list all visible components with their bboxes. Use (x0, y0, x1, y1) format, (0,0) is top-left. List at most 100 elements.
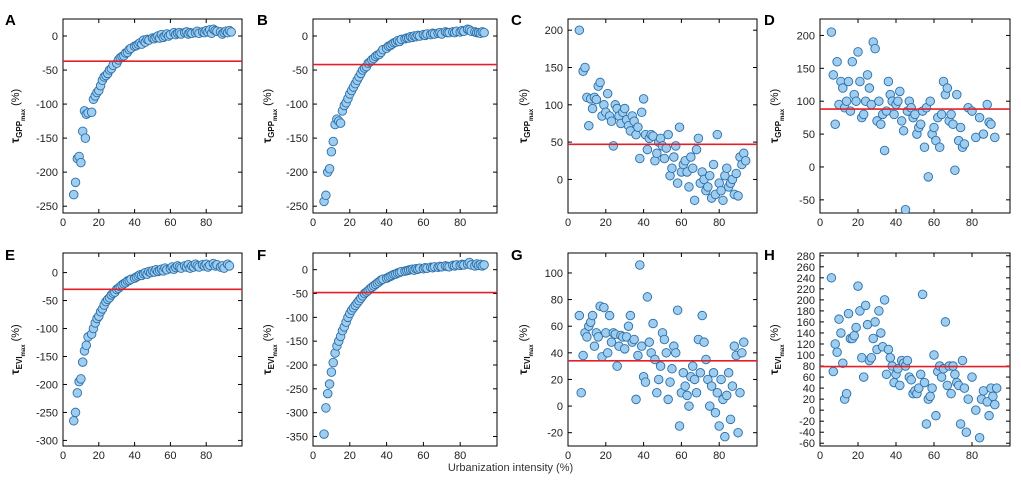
plot-frame (819, 18, 1011, 214)
data-point (319, 429, 329, 439)
data-point (684, 182, 694, 192)
data-point (687, 163, 698, 173)
x-tick-label: 60 (928, 450, 940, 462)
data-points (826, 273, 1002, 443)
data-point (722, 390, 732, 401)
y-tick-label: -250 (286, 201, 308, 213)
x-tick-label: 0 (60, 450, 66, 462)
y-tick-label: -350 (286, 431, 308, 443)
data-point (224, 261, 235, 271)
data-point (874, 96, 884, 106)
x-tick-label: 20 (344, 450, 356, 462)
data-point (635, 153, 645, 164)
panel-letter: F (257, 247, 266, 264)
y-tick-label: -40 (799, 427, 815, 439)
data-point (900, 204, 911, 213)
data-point (896, 116, 907, 126)
x-tick-label: 60 (675, 450, 687, 462)
data-point (705, 170, 715, 181)
x-tick-label: 20 (600, 450, 612, 462)
data-point (593, 332, 603, 342)
data-point (672, 178, 683, 188)
y-tick-label: -250 (36, 407, 58, 419)
data-point (701, 354, 711, 365)
data-point (68, 189, 79, 200)
panel-c: C 0 20 40 60 80 0 50 100 150 200 τGPPmax (%) (511, 12, 758, 229)
data-point (70, 407, 81, 418)
y-label-subsubscript: max (273, 344, 279, 357)
data-point (604, 310, 615, 321)
data-point (326, 367, 337, 377)
data-point (889, 109, 899, 120)
data-point (876, 328, 886, 338)
y-axis-label: τEVImax (%) (8, 324, 27, 374)
y-tick-label: -100 (286, 99, 308, 111)
plot-frame (567, 18, 758, 214)
y-label-symbol: τ (8, 369, 22, 375)
data-point (663, 129, 673, 140)
data-point (923, 172, 934, 182)
y-tick-label: -250 (286, 384, 308, 396)
data-point (876, 119, 886, 129)
data-point (689, 195, 700, 206)
data-point (725, 414, 736, 425)
data-point (735, 388, 745, 398)
data-point (335, 118, 346, 128)
y-tick-label: -100 (36, 324, 58, 336)
panel-letter: E (5, 247, 15, 264)
y-tick-label: 60 (803, 372, 815, 384)
data-point (642, 144, 653, 155)
data-point (680, 381, 690, 391)
y-tick-label: 150 (797, 63, 815, 75)
plot-frame (62, 18, 243, 214)
data-point (70, 177, 81, 188)
x-tick-label: 40 (380, 217, 392, 229)
y-label-unit: (%) (10, 324, 22, 341)
data-point (326, 146, 337, 157)
data-point (635, 260, 645, 270)
data-point (898, 126, 909, 136)
data-point (942, 380, 953, 391)
data-point (77, 357, 88, 367)
data-point (963, 394, 973, 404)
x-tick-label: 20 (852, 450, 864, 462)
x-tick-label: 40 (637, 450, 649, 462)
y-tick-label: 200 (797, 295, 815, 307)
data-point (606, 116, 617, 126)
y-tick-label: -250 (36, 201, 58, 213)
data-point (858, 109, 869, 120)
data-point (830, 119, 840, 129)
data-point (76, 157, 86, 168)
data-point (72, 388, 83, 398)
y-label-subscript: EVI (267, 356, 276, 369)
data-point (843, 76, 854, 87)
data-point (674, 421, 685, 431)
y-label-unit: (%) (518, 324, 530, 341)
y-tick-label: 100 (797, 350, 815, 362)
x-tick-label: 80 (200, 217, 212, 229)
data-point (636, 107, 647, 118)
data-point (921, 419, 932, 429)
x-tick-label: 20 (344, 217, 356, 229)
data-point (606, 337, 617, 347)
x-tick-label: 60 (675, 217, 687, 229)
y-tick-label: -50 (42, 65, 58, 77)
panel-e: E 0 20 40 60 80 -300 -250 -200 -150 -100 -50 0 τEVIma… (5, 247, 243, 462)
data-point (925, 96, 935, 106)
data-point (841, 96, 852, 106)
data-point (971, 405, 981, 415)
data-point (733, 427, 743, 438)
data-points (574, 260, 749, 442)
y-axis-label: τEVImax (%) (260, 324, 279, 374)
data-point (919, 142, 930, 152)
data-point (950, 165, 960, 176)
data-point (328, 136, 338, 147)
y-label-symbol: τ (516, 137, 530, 143)
x-tick-label: 80 (966, 450, 978, 462)
data-point (631, 394, 641, 405)
data-points (319, 257, 489, 439)
x-tick-label: 60 (164, 450, 176, 462)
data-point (915, 369, 926, 380)
data-point (623, 321, 634, 331)
data-point (653, 374, 664, 385)
